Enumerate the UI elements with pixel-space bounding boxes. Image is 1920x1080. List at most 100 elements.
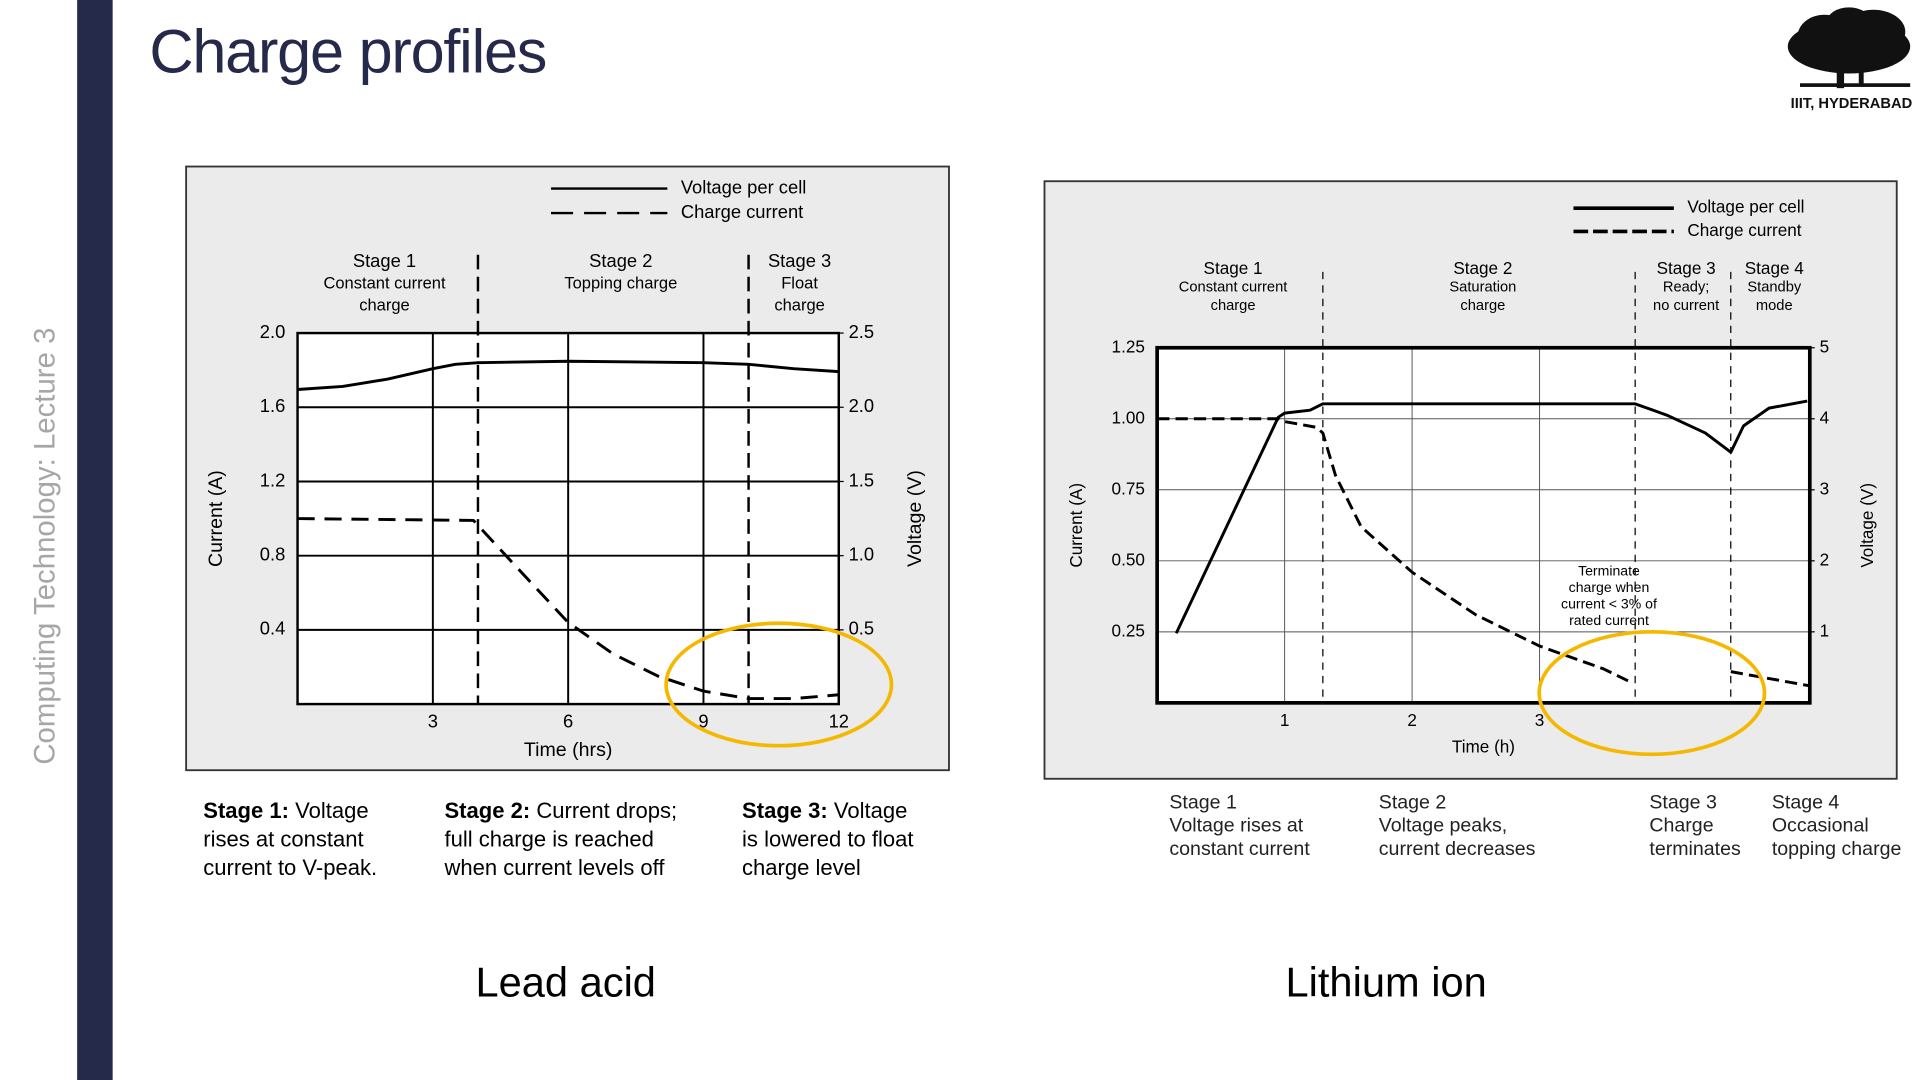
stage-detail: Saturation <box>1449 280 1516 296</box>
y-tick-label: 1.25 <box>1112 336 1145 356</box>
logo-text: IIIT, HYDERABAD <box>1791 96 1913 112</box>
annotation: charge when <box>1569 579 1650 595</box>
y2-tick-label: 1.5 <box>849 469 875 490</box>
stage-detail: Float <box>781 273 818 292</box>
y-tick-label: 0.75 <box>1112 478 1145 498</box>
description-text: is lowered to float <box>742 826 913 851</box>
description-heading: Stage 4 <box>1772 791 1840 813</box>
stage-name: Stage 2 <box>589 250 652 271</box>
y-tick-label: 0.25 <box>1112 620 1145 640</box>
stage-detail: no current <box>1653 298 1719 314</box>
legend-label: Voltage per cell <box>681 176 807 197</box>
description-text: terminates <box>1649 838 1741 860</box>
description-text: rises at constant <box>203 826 363 851</box>
x-tick-label: 6 <box>563 710 573 731</box>
plot-area <box>1157 347 1810 703</box>
stage-description: Stage 1: Voltage <box>203 798 368 823</box>
annotation: current < 3% of <box>1561 596 1657 612</box>
legend-label: Charge current <box>681 201 803 222</box>
y2-tick-label: 5 <box>1820 336 1830 356</box>
y-tick-label: 0.4 <box>260 618 286 639</box>
y-tick-label: 1.00 <box>1112 407 1145 427</box>
y-tick-label: 1.6 <box>260 395 286 416</box>
y-axis-label: Current (A) <box>1066 483 1086 568</box>
y2-axis-label: Voltage (V) <box>1857 483 1877 568</box>
y-tick-label: 2.0 <box>260 321 286 342</box>
y2-tick-label: 1 <box>1820 620 1830 640</box>
description-text: current decreases <box>1379 838 1536 860</box>
stage-name: Stage 2 <box>1453 258 1512 278</box>
series-line <box>1174 399 1808 634</box>
description-text: topping charge <box>1772 838 1902 860</box>
chart-caption: Lithium ion <box>1285 959 1486 1006</box>
y2-axis-label: Voltage (V) <box>904 470 926 567</box>
description-text: Occasional <box>1772 815 1869 837</box>
plot-border <box>296 331 840 706</box>
highlight-circle <box>664 621 894 748</box>
description-text: Current drops; <box>536 798 677 823</box>
stage-detail: mode <box>1756 298 1793 314</box>
series-line <box>297 359 839 391</box>
stage-name: Stage 3 <box>768 250 831 271</box>
description-heading: Stage 1: <box>203 798 289 823</box>
annotation: rated current <box>1569 612 1649 628</box>
stage-detail: charge <box>1460 298 1505 314</box>
description-heading: Stage 3 <box>1649 791 1717 813</box>
highlight-circle <box>1537 630 1767 757</box>
stage-description: Stage 3: Voltage <box>742 798 907 823</box>
description-text: constant current <box>1169 838 1310 860</box>
y2-tick-label: 2.0 <box>849 395 875 416</box>
y-tick-label: 0.8 <box>260 544 286 565</box>
stage-detail: Constant current <box>1179 280 1288 296</box>
x-tick-label: 2 <box>1407 710 1417 730</box>
y-tick-label: 0.50 <box>1112 549 1145 569</box>
annotation: Terminate <box>1578 563 1640 579</box>
description-heading: Stage 1 <box>1169 791 1237 813</box>
x-tick-label: 3 <box>428 710 438 731</box>
x-axis-label: Time (hrs) <box>524 739 612 761</box>
y2-tick-label: 0.5 <box>849 618 875 639</box>
stage-detail: charge <box>1211 298 1256 314</box>
description-text: Voltage <box>834 798 908 823</box>
description-heading: Stage 3: <box>742 798 828 823</box>
description-heading: Stage 2 <box>1379 791 1447 813</box>
stage-name: Stage 1 <box>1204 258 1263 278</box>
series-line <box>1157 417 1811 688</box>
description-text: full charge is reached <box>444 826 653 851</box>
x-tick-label: 12 <box>829 710 849 731</box>
description-text: Voltage rises at <box>1169 815 1303 837</box>
stage-name: Stage 3 <box>1657 258 1716 278</box>
y2-tick-label: 2.5 <box>849 321 875 342</box>
plot-border <box>1155 345 1812 705</box>
description-text: when current levels off <box>443 855 665 880</box>
y-axis-label: Current (A) <box>205 470 227 567</box>
x-axis-label: Time (h) <box>1452 737 1515 757</box>
description-text: charge level <box>742 855 861 880</box>
logo-tree <box>1787 7 1911 89</box>
stage-description: Stage 2: Current drops; <box>444 798 677 823</box>
x-tick-label: 1 <box>1280 710 1290 730</box>
y2-tick-label: 1.0 <box>849 544 875 565</box>
stage-name: Stage 4 <box>1745 258 1805 278</box>
stage-name: Stage 1 <box>353 250 416 271</box>
slide-title: Charge profiles <box>149 17 546 85</box>
description-text: Charge <box>1649 815 1713 837</box>
description-text: Voltage peaks, <box>1379 815 1507 837</box>
stage-detail: Constant current <box>323 273 446 292</box>
y2-tick-label: 3 <box>1820 478 1830 498</box>
stage-detail: charge <box>774 295 825 314</box>
sidebar-bar <box>77 0 113 1080</box>
legend-label: Charge current <box>1687 220 1801 240</box>
stage-detail: Ready; <box>1663 280 1710 296</box>
stage-detail: Topping charge <box>564 273 677 292</box>
legend-label: Voltage per cell <box>1687 197 1804 217</box>
y-tick-label: 1.2 <box>260 469 286 490</box>
stage-detail: Standby <box>1747 280 1802 296</box>
x-tick-label: 9 <box>698 710 708 731</box>
y2-tick-label: 2 <box>1820 549 1830 569</box>
y2-tick-label: 4 <box>1820 407 1830 427</box>
description-text: current to V-peak. <box>203 855 377 880</box>
x-tick-label: 3 <box>1535 710 1545 730</box>
